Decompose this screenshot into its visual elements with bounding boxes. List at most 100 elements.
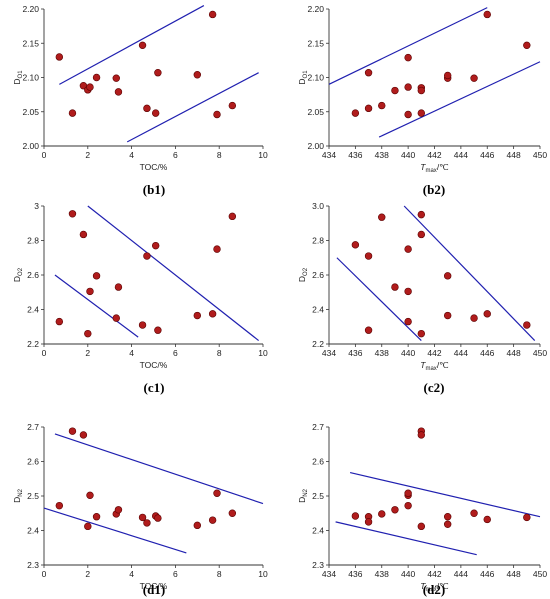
data-point <box>228 101 237 110</box>
x-tick-label: 8 <box>217 150 222 160</box>
x-tick-label: 434 <box>322 348 336 358</box>
panel-label: (b1) <box>143 182 165 197</box>
data-point <box>213 245 221 253</box>
x-tick-label: 446 <box>480 150 494 160</box>
panel-d1: 0 2 4 6 8 10 2.3 2.4 2.5 2.6 2.7 TOC/% DN2 (d1) <box>12 422 268 597</box>
data-point <box>114 506 123 514</box>
y-tick-label: 2.2 <box>312 339 324 349</box>
x-tick-label: 436 <box>348 348 362 358</box>
y-tick-label: 2.8 <box>312 236 324 246</box>
data-point <box>138 513 147 522</box>
data-point <box>443 512 452 521</box>
data-point <box>378 101 386 110</box>
x-tick-label: 440 <box>401 348 415 358</box>
x-tick-label: 444 <box>454 348 468 358</box>
data-point <box>404 317 412 326</box>
data-point <box>378 510 386 518</box>
data-point <box>55 501 64 510</box>
data-point <box>193 311 202 320</box>
data-point <box>351 109 360 117</box>
data-point <box>417 109 426 117</box>
y-tick-label: 2.00 <box>307 141 324 151</box>
y-tick-label: 2.10 <box>22 73 39 83</box>
x-tick-label: 10 <box>258 150 268 160</box>
data-point <box>470 509 478 517</box>
data-point <box>138 321 147 329</box>
data-point <box>523 321 531 329</box>
data-point <box>114 283 123 291</box>
x-tick-label: 450 <box>533 348 547 358</box>
data-point <box>404 489 412 497</box>
trend-line <box>336 257 422 341</box>
panel-c1: 0 2 4 6 8 10 2.2 2.4 2.6 2.8 3 TOC/% DO2 (c1) <box>12 201 268 395</box>
data-point <box>208 310 217 318</box>
x-axis-label: Tmax/℃ <box>420 581 449 593</box>
y-tick-label: 2.7 <box>312 422 324 432</box>
data-point <box>79 431 88 439</box>
y-axis-label: DO1 <box>297 70 309 85</box>
x-tick-label: 436 <box>348 569 362 579</box>
data-point <box>483 515 491 524</box>
x-tick-label: 434 <box>322 569 336 579</box>
data-point <box>143 104 151 113</box>
x-tick-label: 448 <box>507 348 521 358</box>
y-tick-label: 2.5 <box>27 491 39 501</box>
data-point <box>193 71 202 79</box>
data-point <box>86 83 94 91</box>
x-tick-label: 444 <box>454 569 468 579</box>
trend-line <box>59 5 205 85</box>
data-point <box>213 110 221 119</box>
data-point <box>193 521 202 530</box>
data-point <box>404 287 412 296</box>
data-point <box>92 512 101 521</box>
x-tick-label: 448 <box>507 150 521 160</box>
y-tick-label: 3 <box>34 201 39 211</box>
data-point <box>364 69 373 77</box>
x-tick-label: 442 <box>427 150 441 160</box>
y-tick-label: 2.6 <box>27 457 39 467</box>
panel-label: (d1) <box>143 582 165 597</box>
x-tick-label: 4 <box>129 150 134 160</box>
data-point <box>404 53 412 62</box>
x-axis-label: Tmax/℃ <box>420 162 449 174</box>
panel-label: (c1) <box>144 380 165 395</box>
y-axis-label: DO2 <box>297 267 309 282</box>
data-point <box>154 326 162 334</box>
x-tick-label: 448 <box>507 569 521 579</box>
data-point <box>138 41 147 50</box>
data-point <box>483 310 491 318</box>
x-tick-label: 442 <box>427 348 441 358</box>
panel-label: (d2) <box>423 582 445 597</box>
data-point <box>143 252 151 260</box>
trend-line <box>87 205 259 342</box>
x-tick-label: 438 <box>375 569 389 579</box>
data-point <box>523 513 531 522</box>
x-tick-label: 446 <box>480 348 494 358</box>
y-axis-label: DO1 <box>12 70 24 85</box>
data-point <box>213 489 221 497</box>
data-point <box>68 109 77 117</box>
panel-d2: 434 436 438 440 442 444 446 448 450 2.3 2.4 2.5 2.6 2… <box>297 422 547 597</box>
y-axis-label: DN2 <box>297 488 309 502</box>
x-tick-label: 440 <box>401 569 415 579</box>
x-axis-label: TOC/% <box>140 162 168 172</box>
data-point <box>391 506 399 514</box>
x-axis-label: Tmax/℃ <box>420 360 449 372</box>
panel-b1: 0 2 4 6 8 10 2.00 2.05 2.10 2.15 2.20 TOC/% DO1 (b1) <box>12 4 268 197</box>
data-point <box>92 73 101 82</box>
data-point <box>364 104 373 113</box>
data-point <box>391 86 399 95</box>
y-axis-label: DN2 <box>12 488 24 502</box>
data-point <box>470 314 478 322</box>
x-tick-label: 6 <box>173 569 178 579</box>
trend-line <box>54 274 139 338</box>
x-tick-label: 6 <box>173 348 178 358</box>
data-point <box>470 74 478 82</box>
data-point <box>228 212 237 221</box>
x-tick-label: 436 <box>348 150 362 160</box>
data-point <box>443 520 452 528</box>
data-point <box>143 519 151 527</box>
y-tick-label: 2.6 <box>312 457 324 467</box>
data-point <box>404 501 412 510</box>
data-point <box>112 314 120 322</box>
